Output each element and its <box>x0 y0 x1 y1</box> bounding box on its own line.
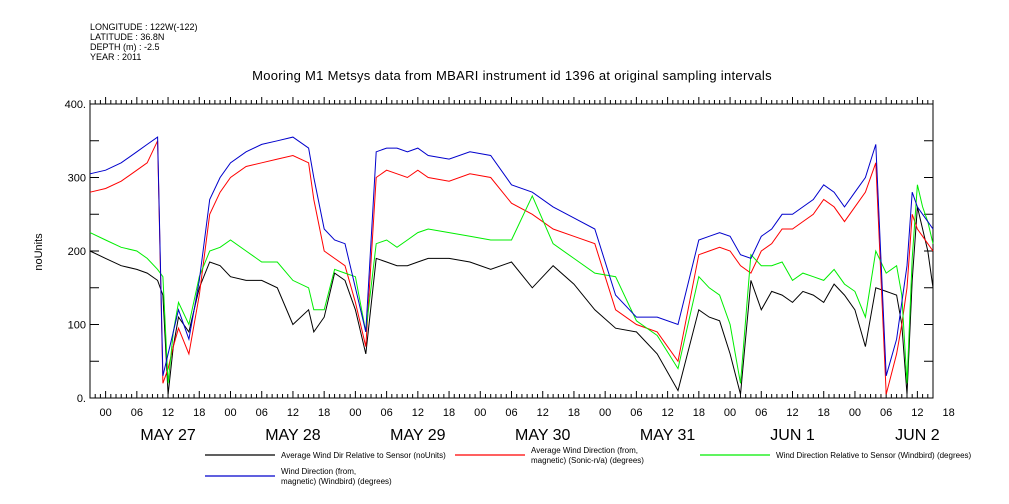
x-tick-label: 18 <box>193 407 205 419</box>
plot-frame <box>89 103 934 399</box>
x-tick-label: 18 <box>818 407 830 419</box>
y-axis-label: noUnits <box>33 233 45 271</box>
y-tick-label: 100 <box>68 320 86 332</box>
y-axis: 0. 100 200 300 400. <box>65 99 933 405</box>
x-tick-label: 18 <box>942 407 954 419</box>
y-tick-label: 300 <box>68 173 86 185</box>
day-label: MAY 29 <box>390 427 446 444</box>
legend-label: Wind Direction Relative to Sensor (Windb… <box>776 451 972 460</box>
x-tick-label: 12 <box>786 407 798 419</box>
x-tick-label: 18 <box>443 407 455 419</box>
x-tick-label: 18 <box>318 407 330 419</box>
day-label: JUN 1 <box>770 427 815 444</box>
y-tick-label: 0. <box>77 393 86 405</box>
day-label: MAY 30 <box>515 427 571 444</box>
x-tick-label: 00 <box>224 407 236 419</box>
day-label: MAY 27 <box>140 427 196 444</box>
series-line-2 <box>89 184 934 384</box>
x-tick-label: 12 <box>412 407 424 419</box>
y-tick-label: 200 <box>68 246 86 258</box>
x-tick-label: 06 <box>505 407 517 419</box>
chart-title: Mooring M1 Metsys data from MBARI instru… <box>252 68 772 83</box>
latitude-label: LATITUDE : 36.8N <box>90 32 165 42</box>
year-label: YEAR : 2011 <box>90 52 142 62</box>
plot-border <box>89 103 934 399</box>
series-line-1 <box>89 140 934 395</box>
x-tick-label: 06 <box>131 407 143 419</box>
x-tick-label: 00 <box>99 407 111 419</box>
x-tick-label: 06 <box>380 407 392 419</box>
legend-label: Average Wind Dir Relative to Sensor (noU… <box>281 451 446 460</box>
x-tick-label: 00 <box>349 407 361 419</box>
x-tick-label: 12 <box>911 407 923 419</box>
x-tick-label: 18 <box>693 407 705 419</box>
x-tick-label: 12 <box>162 407 174 419</box>
x-tick-label: 06 <box>755 407 767 419</box>
x-tick-label: 12 <box>537 407 549 419</box>
x-tick-label: 06 <box>256 407 268 419</box>
legend-label: Average Wind Direction (from, <box>531 446 638 455</box>
x-tick-label: 00 <box>849 407 861 419</box>
x-tick-label: 06 <box>880 407 892 419</box>
series-layer <box>89 136 934 395</box>
y-tick-label: 400. <box>65 99 86 111</box>
legend-label-line2: magnetic) (Sonic-n/a) (degrees) <box>531 456 644 465</box>
x-tick-label: 06 <box>630 407 642 419</box>
x-tick-label: 00 <box>474 407 486 419</box>
x-tick-label: 00 <box>724 407 736 419</box>
series-line-3 <box>89 136 934 377</box>
depth-label: DEPTH (m) : -2.5 <box>90 42 160 52</box>
day-label: MAY 31 <box>640 427 696 444</box>
x-axis: 00 06 12 18 00 06 12 18 00 06 12 18 00 06 12 18 00 06 12 18… <box>89 97 955 444</box>
legend: Average Wind Dir Relative to Sensor (noU… <box>205 446 972 486</box>
x-tick-label: 12 <box>287 407 299 419</box>
x-tick-label: 18 <box>568 407 580 419</box>
legend-label-line2: magnetic) (Windbird) (degrees) <box>281 477 392 486</box>
metadata-block: LONGITUDE : 122W(-122) LATITUDE : 36.8N … <box>90 22 198 62</box>
longitude-label: LONGITUDE : 122W(-122) <box>90 22 198 32</box>
x-tick-label: 00 <box>599 407 611 419</box>
x-tick-label: 12 <box>661 407 673 419</box>
day-label: MAY 28 <box>265 427 321 444</box>
legend-label: Wind Direction (from, <box>281 467 356 476</box>
series-line-0 <box>89 206 934 395</box>
day-label: JUN 2 <box>895 427 940 444</box>
